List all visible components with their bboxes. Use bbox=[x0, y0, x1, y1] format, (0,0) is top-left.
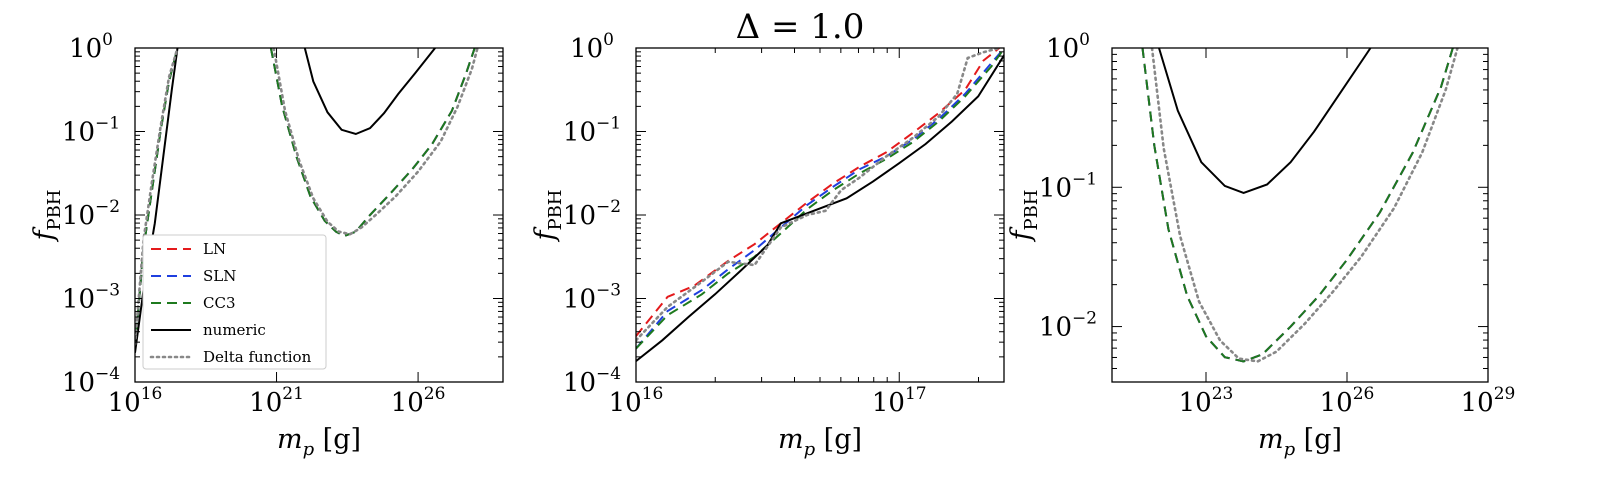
x-tick-label: 1026 bbox=[1320, 384, 1375, 418]
x-tick-label: 1017 bbox=[872, 384, 927, 418]
x-tick-label: 1021 bbox=[249, 384, 304, 418]
series-line-numeric bbox=[1158, 48, 1372, 194]
series-line-ln bbox=[636, 48, 1000, 337]
legend-frame bbox=[142, 234, 327, 370]
series-line-delta-function bbox=[135, 48, 179, 346]
series-line-ln bbox=[269, 48, 476, 237]
legend-label: Delta function bbox=[203, 348, 312, 366]
y-tick-label: 10−3 bbox=[563, 281, 621, 315]
y-tick-label: 10−1 bbox=[1039, 169, 1097, 203]
series-group bbox=[1141, 48, 1459, 363]
legend: LN SLN CC3 numeric Delta function bbox=[142, 234, 327, 370]
series-line-cc3 bbox=[269, 48, 476, 237]
y-tick-label: 10−1 bbox=[563, 114, 621, 148]
series-line-delta-function bbox=[636, 48, 1001, 342]
y-tick-label: 100 bbox=[570, 30, 614, 64]
series-line-cc3 bbox=[636, 48, 1004, 350]
series-line-delta-function bbox=[1150, 48, 1459, 363]
series-line-ln bbox=[1141, 48, 1454, 363]
series-line-cc3 bbox=[1141, 48, 1454, 363]
series-line-numeric bbox=[135, 48, 179, 353]
legend-label: SLN bbox=[203, 267, 236, 285]
series-line-delta-function bbox=[272, 48, 479, 236]
y-axis-label: fPBH bbox=[1006, 189, 1042, 242]
y-tick-label: 100 bbox=[69, 30, 113, 64]
x-tick-label: 1016 bbox=[108, 384, 163, 418]
panel-left: 1016 1021 1026 100 10−1 10−2 10−3 10−4 mp [g] fPB… bbox=[29, 30, 504, 460]
series-line-sln bbox=[1141, 48, 1454, 363]
legend-label: CC3 bbox=[203, 294, 236, 312]
series-line-numeric bbox=[636, 54, 1004, 362]
series-group bbox=[135, 48, 479, 353]
axes-frame bbox=[1111, 47, 1489, 383]
axes-frame bbox=[635, 47, 1005, 383]
series-line-sln bbox=[269, 48, 476, 237]
x-tick-label: 1029 bbox=[1461, 384, 1516, 418]
figure-title: Δ = 1.0 bbox=[736, 7, 865, 47]
panel-middle: 1016 1017 100 10−1 10−2 10−3 10−4 mp [g] fPBH bbox=[530, 30, 1005, 460]
y-tick-label: 10−1 bbox=[62, 114, 120, 148]
legend-label: numeric bbox=[203, 321, 266, 339]
x-axis-label: mp [g] bbox=[778, 424, 862, 460]
series-group bbox=[636, 48, 1004, 362]
legend-label: LN bbox=[203, 240, 226, 258]
x-axis-label: mp [g] bbox=[1258, 424, 1342, 460]
y-tick-label: 10−4 bbox=[563, 364, 621, 398]
series-line-numeric bbox=[303, 48, 436, 136]
y-axis-label: fPBH bbox=[530, 189, 566, 242]
y-tick-label: 100 bbox=[1046, 30, 1090, 64]
x-axis-label: mp [g] bbox=[277, 424, 361, 460]
y-axis-label: fPBH bbox=[29, 189, 65, 242]
x-tick-label: 1026 bbox=[391, 384, 446, 418]
x-tick-label: 1016 bbox=[609, 384, 664, 418]
y-tick-label: 10−3 bbox=[62, 281, 120, 315]
series-line-sln bbox=[636, 48, 1004, 350]
y-tick-label: 10−4 bbox=[62, 364, 120, 398]
y-tick-label: 10−2 bbox=[563, 197, 621, 231]
x-tick-label: 1023 bbox=[1179, 384, 1234, 418]
panel-right: 1023 1026 1029 100 10−1 10−2 mp [g] fPBH bbox=[1006, 30, 1515, 460]
y-tick-label: 10−2 bbox=[1039, 309, 1097, 343]
y-tick-label: 10−2 bbox=[62, 197, 120, 231]
